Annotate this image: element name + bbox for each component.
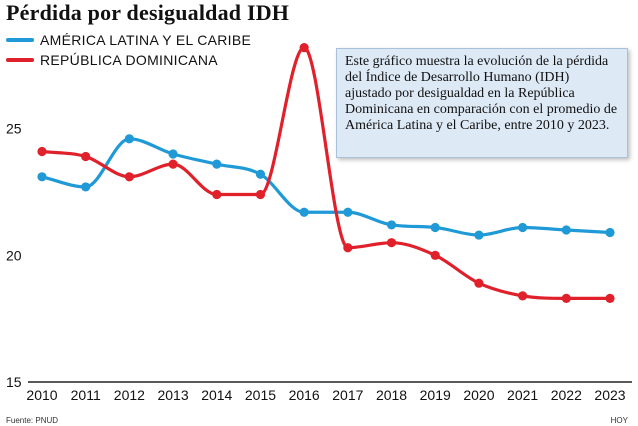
data-point-republica-dominicana-2018 <box>386 238 397 248</box>
legend-item-republica-dominicana: REPÚBLICA DOMINICANA <box>6 50 251 70</box>
x-tick-label-2018: 2018 <box>376 387 407 403</box>
data-point-america-latina-2011 <box>81 182 91 192</box>
y-tick-label-20: 20 <box>6 247 22 263</box>
y-tick-label-15: 15 <box>6 374 22 390</box>
legend-label-america-latina: AMÉRICA LATINA Y EL CARIBE <box>40 32 252 48</box>
series-line-republica-dominicana <box>40 46 612 300</box>
data-point-america-latina-2016 <box>299 207 309 217</box>
legend-item-america-latina: AMÉRICA LATINA Y EL CARIBE <box>6 30 251 50</box>
x-tick-label-2019: 2019 <box>420 387 451 403</box>
data-point-republica-dominicana-2016 <box>299 43 309 53</box>
data-point-republica-dominicana-2010 <box>37 146 47 157</box>
source-note: Fuente: PNUD <box>6 416 59 425</box>
legend-swatch-republica-dominicana <box>6 58 34 62</box>
data-point-america-latina-2013 <box>168 149 178 159</box>
data-point-republica-dominicana-2023 <box>605 293 615 303</box>
x-tick-label-2020: 2020 <box>463 387 494 403</box>
data-point-republica-dominicana-2013 <box>168 159 178 169</box>
data-point-america-latina-2014 <box>212 159 222 169</box>
data-point-republica-dominicana-2020 <box>474 278 484 288</box>
x-tick-label-2013: 2013 <box>157 387 188 403</box>
data-point-republica-dominicana-2012 <box>124 172 134 182</box>
data-point-republica-dominicana-2021 <box>518 291 528 301</box>
legend: AMÉRICA LATINA Y EL CARIBE REPÚBLICA DOM… <box>6 30 251 70</box>
data-point-america-latina-2017 <box>343 207 353 217</box>
data-point-republica-dominicana-2022 <box>561 293 571 303</box>
chart-title: Pérdida por desigualdad IDH <box>6 0 290 25</box>
x-tick-label-2010: 2010 <box>26 387 57 403</box>
data-point-america-latina-2023 <box>605 227 615 238</box>
data-point-republica-dominicana-2017 <box>343 243 353 253</box>
x-tick-label-2011: 2011 <box>71 387 101 403</box>
x-tick-label-2021: 2021 <box>507 387 538 403</box>
x-tick-label-2015: 2015 <box>245 387 276 403</box>
data-point-republica-dominicana-2014 <box>212 189 222 200</box>
x-tick-label-2016: 2016 <box>289 387 320 403</box>
data-point-republica-dominicana-2019 <box>430 250 440 260</box>
y-tick-label-25: 25 <box>6 121 22 137</box>
x-tick-label-2012: 2012 <box>114 387 145 403</box>
legend-label-republica-dominicana: REPÚBLICA DOMINICANA <box>40 52 218 68</box>
x-tick-label-2022: 2022 <box>551 387 582 403</box>
data-point-america-latina-2022 <box>561 225 571 235</box>
data-point-america-latina-2021 <box>518 222 528 233</box>
legend-swatch-america-latina <box>6 38 34 42</box>
data-point-america-latina-2020 <box>474 230 484 240</box>
data-point-republica-dominicana-2015 <box>255 189 266 200</box>
data-point-america-latina-2012 <box>124 134 134 144</box>
x-tick-label-2023: 2023 <box>594 387 625 403</box>
credit-note: HOY <box>610 416 628 425</box>
data-point-republica-dominicana-2011 <box>81 151 91 162</box>
x-tick-label-2017: 2017 <box>332 387 363 403</box>
data-point-america-latina-2018 <box>386 220 397 230</box>
x-tick-label-2014: 2014 <box>201 387 232 403</box>
data-point-america-latina-2015 <box>255 169 266 179</box>
annotation-box: Este gráfico muestra la evolución de la … <box>336 48 628 158</box>
data-point-america-latina-2019 <box>430 222 440 233</box>
data-point-america-latina-2010 <box>37 172 47 182</box>
